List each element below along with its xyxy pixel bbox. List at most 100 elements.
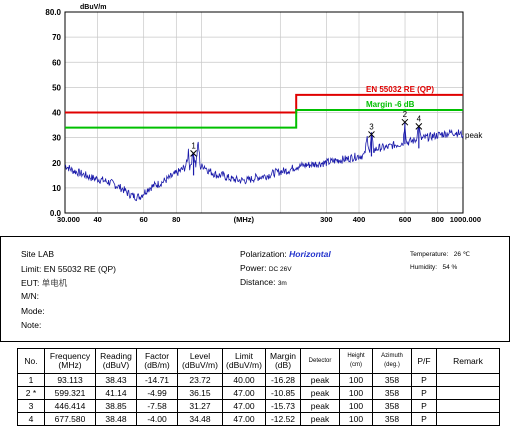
table-cell: 446.414: [44, 399, 96, 413]
data-series: peak: [64, 125, 483, 202]
table-cell: 47.00: [222, 399, 266, 413]
table-cell: 4: [17, 412, 45, 426]
temperature-value: 26 ℃: [453, 251, 471, 258]
humidity-label: Humidity:: [410, 264, 438, 271]
table-header-cell: Azimuth (deg.): [372, 348, 412, 374]
note-label: Note:: [21, 320, 42, 330]
chart-grid: [65, 12, 463, 213]
table-cell: peak: [300, 399, 340, 413]
y-tick-label: 0.0: [50, 209, 62, 218]
table-cell: 23.72: [177, 373, 223, 387]
table-cell: 100: [339, 399, 373, 413]
table-cell: 358: [372, 386, 412, 400]
y-tick-label: 20: [52, 159, 61, 168]
table-header-row: No. Frequency (MHz) Reading (dBuV) Factor (dB/…: [17, 348, 500, 374]
marker-x: [401, 118, 409, 126]
power-label: Power:: [240, 263, 267, 273]
table-cell: P: [411, 412, 437, 426]
results-table: No. Frequency (MHz) Reading (dBuV) Factor (dB/…: [17, 348, 500, 426]
power-value: DC 26V: [268, 266, 292, 273]
peak-markers: 1 2 3 4: [190, 110, 423, 176]
limit-line-label: Margin -6 dB: [366, 100, 415, 109]
power-row: Power: DC 26V: [240, 263, 292, 273]
table-row: 1 93.113 38.43 -14.71 23.72 40.00 -16.28 peak 10…: [17, 373, 500, 387]
table-cell: 93.113: [44, 373, 96, 387]
table-header-cell: Remark: [436, 348, 500, 374]
table-cell: 41.14: [95, 386, 137, 400]
x-tick-label: 800: [431, 215, 444, 224]
table-cell: 40.00: [222, 373, 266, 387]
polarization-label: Polarization:: [240, 249, 287, 259]
limit-line-label: EN 55032 RE (QP): [366, 85, 434, 94]
mode-label: Mode:: [21, 306, 45, 316]
y-tick-label: 70: [52, 33, 61, 42]
series-end-label: peak: [465, 131, 483, 140]
table-cell: 358: [372, 412, 412, 426]
polarization-row: Polarization: Horizontal: [240, 249, 331, 259]
marker-label: 4: [417, 114, 422, 123]
table-header-cell: Reading (dBuV): [95, 348, 137, 374]
eut-label: EUT:: [21, 278, 40, 288]
eut-row: EUT: 单电机: [21, 277, 67, 289]
polarization-value: Horizontal: [289, 249, 331, 259]
table-cell: P: [411, 386, 437, 400]
table-cell: 358: [372, 373, 412, 387]
table-cell: P: [411, 373, 437, 387]
table-header-cell: Level (dBuV/m): [177, 348, 223, 374]
limit-line: [65, 93, 463, 114]
table-cell: -12.52: [265, 412, 301, 426]
x-tick-label: 300: [320, 215, 333, 224]
table-header-cell: P/F: [411, 348, 437, 374]
y-tick-label: 80.0: [45, 8, 61, 17]
table-cell: 36.15: [177, 386, 223, 400]
table-cell: [436, 386, 500, 400]
table-cell: 1: [17, 373, 45, 387]
mn-label: M/N:: [21, 291, 39, 301]
table-cell: P: [411, 399, 437, 413]
y-tick-label: 10: [52, 184, 61, 193]
table-cell: 100: [339, 386, 373, 400]
y-tick-label: 50: [52, 83, 61, 92]
table-cell: 38.48: [95, 412, 137, 426]
table-cell: peak: [300, 412, 340, 426]
table-cell: 38.85: [95, 399, 137, 413]
x-tick-label: 600: [399, 215, 412, 224]
limit-lines: EN 55032 RE (QP) Margin -6 dB: [65, 85, 463, 129]
table-header-cell: No.: [17, 348, 45, 374]
table-header-cell: Margin (dB): [265, 348, 301, 374]
site-value: LAB: [38, 249, 55, 259]
temperature-row: Temperature: 26 ℃: [410, 250, 470, 258]
table-cell: -16.28: [265, 373, 301, 387]
limit-row: Limit: EN 55032 RE (QP): [21, 264, 116, 274]
table-cell: -4.99: [136, 386, 178, 400]
x-tick-label: 60: [140, 215, 148, 224]
table-cell: [436, 412, 500, 426]
table-cell: peak: [300, 373, 340, 387]
x-tick-label: 30.000: [57, 215, 80, 224]
table-cell: 34.48: [177, 412, 223, 426]
temperature-label: Temperature:: [410, 251, 449, 258]
marker-label: 2: [403, 110, 408, 119]
y-axis-unit: dBuV/m: [80, 4, 106, 11]
table-cell: 358: [372, 399, 412, 413]
limit-label: Limit:: [21, 264, 42, 274]
site-row: Site LAB: [21, 249, 54, 259]
table-header-cell: Frequency (MHz): [44, 348, 96, 374]
table-cell: [436, 399, 500, 413]
table-header-cell: Height (cm): [339, 348, 373, 374]
x-tick-label: 40: [93, 215, 101, 224]
humidity-value: 54 %: [442, 264, 458, 271]
table-cell: -4.00: [136, 412, 178, 426]
table-cell: -7.58: [136, 399, 178, 413]
site-label: Site: [21, 249, 36, 259]
table-cell: 677.580: [44, 412, 96, 426]
series-trace: [64, 125, 464, 202]
table-row: 3 446.414 38.85 -7.58 31.27 47.00 -15.73 peak 10…: [17, 399, 500, 413]
y-tick-label: 60: [52, 58, 61, 67]
marker-x: [190, 150, 197, 157]
limit-value: EN 55032 RE (QP): [43, 264, 116, 274]
x-tick-label: 1000.000: [450, 215, 481, 224]
table-cell: -10.85: [265, 386, 301, 400]
table-cell: 47.00: [222, 386, 266, 400]
table-cell: 31.27: [177, 399, 223, 413]
